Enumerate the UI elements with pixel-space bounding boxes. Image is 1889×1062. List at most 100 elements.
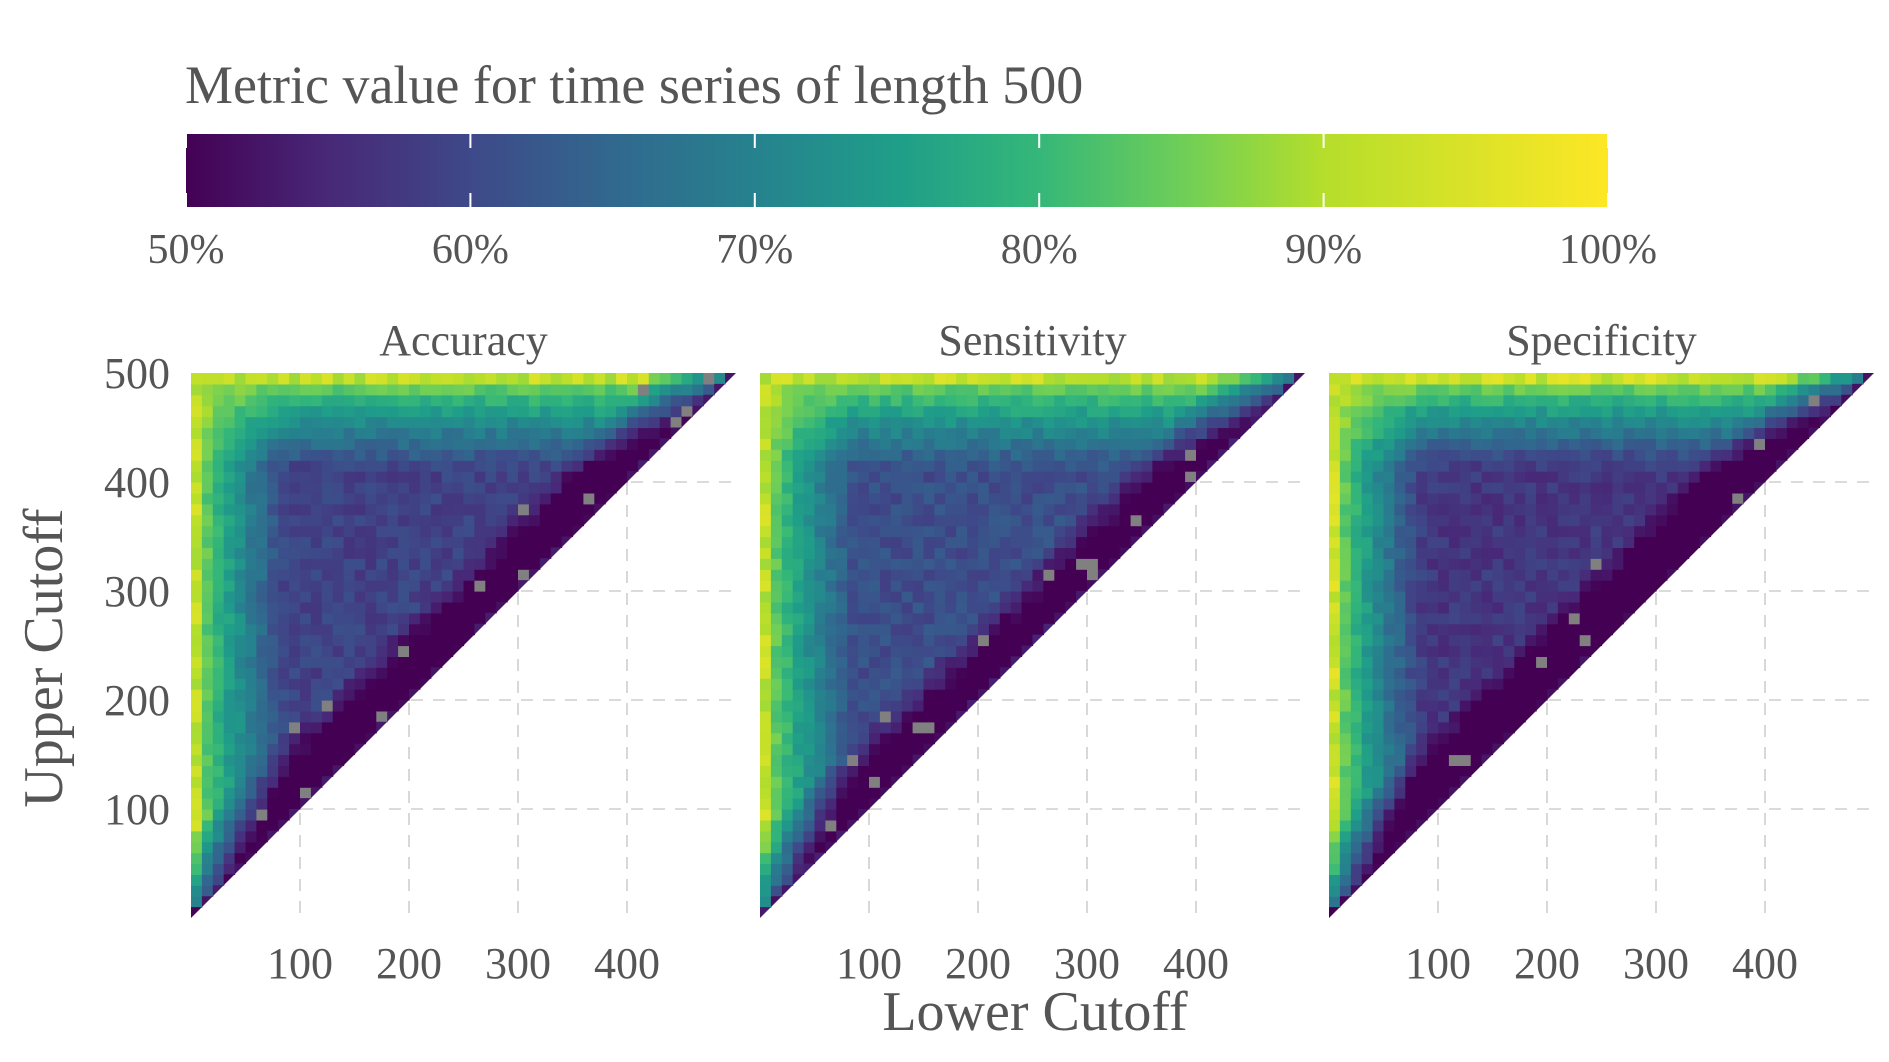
heatmap-cell xyxy=(1514,580,1526,592)
heatmap-cell xyxy=(1043,471,1055,483)
heatmap-cell xyxy=(1579,471,1592,483)
heatmap-cell xyxy=(474,503,486,516)
heatmap-cell xyxy=(1612,547,1624,559)
heatmap-cell xyxy=(1514,645,1526,657)
heatmap-cell xyxy=(1579,612,1592,625)
heatmap-cell xyxy=(1174,492,1186,504)
heatmap-cell xyxy=(1470,732,1483,745)
heatmap-cell xyxy=(1329,863,1341,875)
heatmap-cell xyxy=(1503,514,1515,527)
heatmap-cell xyxy=(1590,492,1603,505)
heatmap-cell xyxy=(539,460,552,472)
heatmap-cell xyxy=(1568,623,1581,636)
heatmap-cell xyxy=(1514,482,1526,494)
heatmap-cell xyxy=(1076,503,1088,516)
heatmap-cell xyxy=(201,394,214,407)
heatmap-cell xyxy=(1579,405,1592,418)
heatmap-cell xyxy=(594,394,606,407)
heatmap-cell xyxy=(879,460,892,472)
heatmap-cell xyxy=(398,460,410,472)
heatmap-cell xyxy=(1228,416,1241,429)
heatmap-cell xyxy=(1568,416,1581,429)
heatmap-cell xyxy=(999,601,1012,614)
heatmap-cell xyxy=(354,656,366,668)
heatmap-cell xyxy=(1514,601,1526,614)
heatmap-cell xyxy=(803,427,816,439)
heatmap-cell xyxy=(191,645,203,657)
heatmap-cell xyxy=(1438,776,1450,788)
heatmap-cell xyxy=(836,612,848,625)
heatmap-cell xyxy=(792,852,805,865)
heatmap-cell xyxy=(912,547,925,559)
heatmap-cell xyxy=(879,689,892,701)
heatmap-cell xyxy=(1054,383,1066,396)
heatmap-cell xyxy=(321,645,334,657)
heatmap-cell xyxy=(1329,492,1341,505)
heatmap-cell xyxy=(1427,645,1439,657)
heatmap-cell xyxy=(879,787,891,799)
heatmap-cell xyxy=(430,601,443,614)
heatmap-cell xyxy=(760,460,772,472)
heatmap-cell xyxy=(616,460,628,472)
heatmap-cell xyxy=(1108,558,1120,570)
heatmap-cell xyxy=(1383,503,1395,516)
heatmap-cell xyxy=(1329,732,1341,745)
heatmap-cell xyxy=(1043,612,1055,625)
heatmap-cell xyxy=(234,383,247,396)
heatmap-cell xyxy=(1492,558,1504,570)
heatmap-cell xyxy=(1688,438,1701,450)
heatmap-cell xyxy=(847,416,859,429)
heatmap-cell xyxy=(825,438,837,450)
heatmap-cell xyxy=(1525,710,1537,722)
heatmap-cell xyxy=(1372,863,1384,875)
heatmap-cell xyxy=(781,830,794,843)
heatmap-cell xyxy=(1568,471,1581,483)
heatmap-cell xyxy=(1043,601,1055,614)
heatmap-cell xyxy=(1361,732,1374,745)
heatmap-cell xyxy=(321,634,334,647)
heatmap-cell xyxy=(1097,471,1110,483)
heatmap-cell xyxy=(836,427,848,439)
heatmap-cell xyxy=(376,634,388,647)
heatmap-cell xyxy=(1547,449,1559,461)
heatmap-cell xyxy=(803,645,816,657)
heatmap-cell xyxy=(858,558,870,570)
heatmap-cell xyxy=(1743,460,1755,472)
heatmap-cell xyxy=(1710,438,1722,450)
heatmap-cell xyxy=(1732,394,1744,407)
heatmap-cell xyxy=(912,612,925,625)
heatmap-cell xyxy=(847,405,859,418)
heatmap-cell xyxy=(1547,689,1558,700)
heatmap-cell xyxy=(256,710,268,723)
heatmap-cell xyxy=(376,503,388,516)
heatmap-cell xyxy=(1372,765,1385,777)
heatmap-cell xyxy=(1272,394,1284,406)
heatmap-cell xyxy=(781,460,794,472)
heatmap-cell xyxy=(1239,394,1252,407)
heatmap-cell xyxy=(956,416,968,429)
heatmap-cell xyxy=(803,852,816,865)
heatmap-cell xyxy=(419,558,432,570)
heatmap-cell xyxy=(1119,427,1132,439)
heatmap-cell xyxy=(300,373,312,385)
heatmap-cell xyxy=(1601,373,1613,385)
heatmap-cell xyxy=(245,612,257,625)
heatmap-cell xyxy=(1699,525,1712,538)
heatmap-cell xyxy=(1383,591,1395,603)
heatmap-cell xyxy=(1130,383,1143,396)
heatmap-cell xyxy=(1152,471,1164,483)
heatmap-cell xyxy=(245,471,257,483)
heatmap-cell xyxy=(321,449,334,461)
heatmap-cell xyxy=(814,492,826,505)
heatmap-cell xyxy=(1590,514,1603,527)
heatmap-cell xyxy=(901,754,914,766)
heatmap-cell xyxy=(289,438,301,450)
heatmap-cell xyxy=(354,427,366,439)
heatmap-cell xyxy=(781,601,794,614)
heatmap-cell xyxy=(760,394,772,407)
heatmap-cell xyxy=(310,645,323,657)
heatmap-cell xyxy=(332,743,345,756)
heatmap-cell xyxy=(792,667,805,679)
heatmap-cell xyxy=(387,416,399,429)
heatmap-cell xyxy=(223,689,236,701)
